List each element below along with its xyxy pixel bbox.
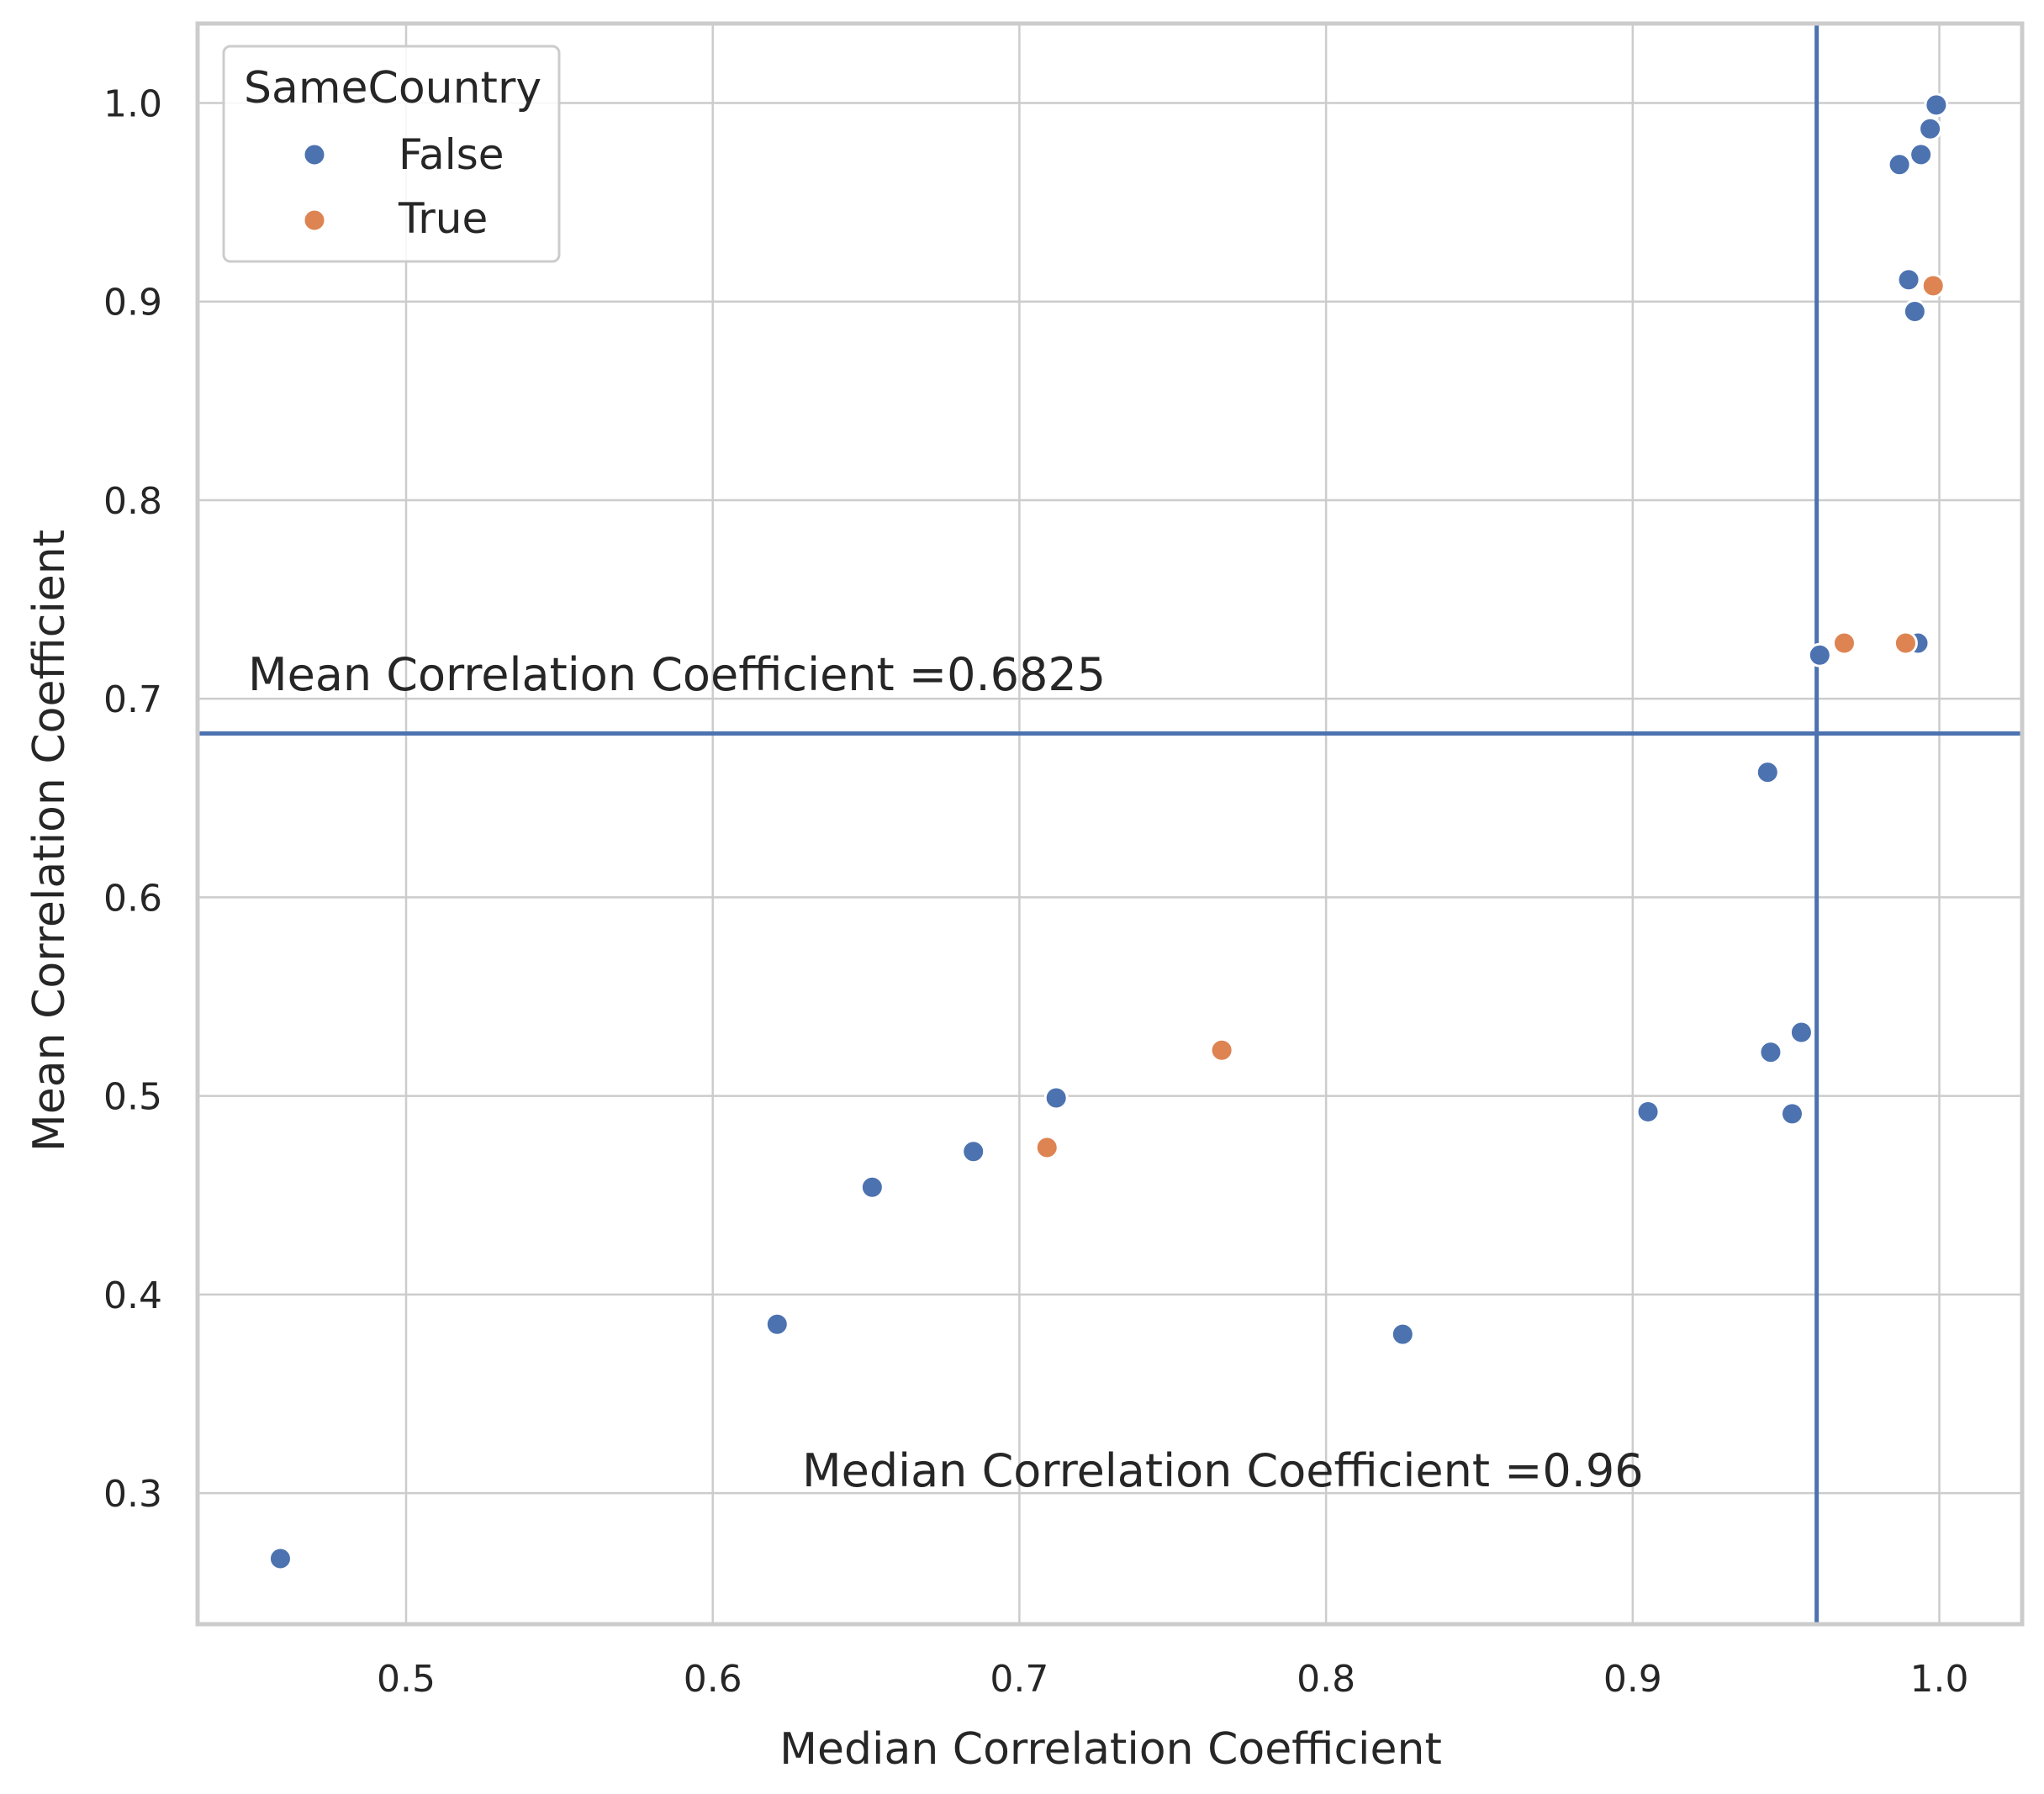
data-point-false: [764, 1311, 790, 1337]
x-tick-label: 0.9: [1603, 1658, 1662, 1701]
x-tick-label: 0.6: [684, 1658, 742, 1701]
data-point-false: [1755, 760, 1780, 785]
x-axis-label: Median Correlation Coefficient: [779, 1724, 1442, 1775]
series-false: [267, 92, 1949, 1571]
x-tick-label: 0.7: [990, 1658, 1048, 1701]
x-tick-label: 0.8: [1297, 1658, 1355, 1701]
data-point-false: [1788, 1020, 1814, 1045]
data-point-false: [1390, 1322, 1415, 1347]
data-point-false: [1779, 1101, 1804, 1127]
data-points: [267, 92, 1949, 1571]
legend: SameCountry False True: [222, 45, 561, 263]
data-point-true: [1209, 1037, 1234, 1063]
y-tick-label: 0.8: [103, 480, 162, 523]
plot-frame: [195, 21, 2025, 1627]
y-tick-label: 0.3: [103, 1473, 162, 1516]
y-tick-label: 0.6: [103, 877, 162, 920]
legend-label-false: False: [399, 130, 504, 179]
legend-marker-false: [302, 142, 327, 167]
data-point-false: [1909, 142, 1934, 167]
data-point-true: [1893, 631, 1918, 656]
data-point-true: [1034, 1135, 1059, 1160]
data-point-false: [1807, 642, 1832, 667]
data-point-true: [1831, 631, 1857, 656]
median-line-annotation: Median Correlation Coefficient =0.96: [802, 1444, 1644, 1497]
data-point-false: [1918, 116, 1943, 141]
legend-box: [222, 45, 561, 263]
series-true: [1034, 273, 1946, 1160]
legend-marker-true: [302, 208, 327, 233]
x-tick-label: 0.5: [377, 1658, 436, 1701]
legend-label-true: True: [398, 194, 488, 243]
y-tick-label: 0.7: [103, 678, 162, 721]
data-point-true: [1920, 273, 1946, 298]
y-tick-label: 0.9: [103, 282, 162, 325]
tick-labels: 0.5 0.6 0.7 0.8 0.9 1.0 0.3 0.4 0.5 0.6 0.7 0.8 0.9 1…: [103, 82, 1969, 1701]
data-point-false: [1758, 1040, 1783, 1065]
data-point-false: [1887, 152, 1912, 177]
mean-line-annotation: Mean Correlation Coefficient =0.6825: [248, 648, 1106, 701]
y-axis-label: Mean Correlation Coefficient: [24, 530, 75, 1152]
data-point-false: [1896, 267, 1921, 293]
data-point-false: [1635, 1100, 1661, 1125]
y-tick-label: 1.0: [103, 82, 162, 125]
data-point-false: [1043, 1085, 1069, 1111]
y-tick-label: 0.5: [103, 1076, 162, 1119]
reference-lines: [198, 24, 2022, 1624]
y-tick-label: 0.4: [103, 1274, 162, 1317]
data-point-false: [1924, 92, 1949, 118]
data-point-false: [267, 1546, 293, 1571]
data-point-false: [961, 1139, 986, 1164]
data-point-false: [859, 1174, 885, 1200]
legend-title: SameCountry: [244, 63, 541, 113]
data-point-false: [1902, 299, 1927, 325]
x-tick-label: 1.0: [1910, 1658, 1969, 1701]
